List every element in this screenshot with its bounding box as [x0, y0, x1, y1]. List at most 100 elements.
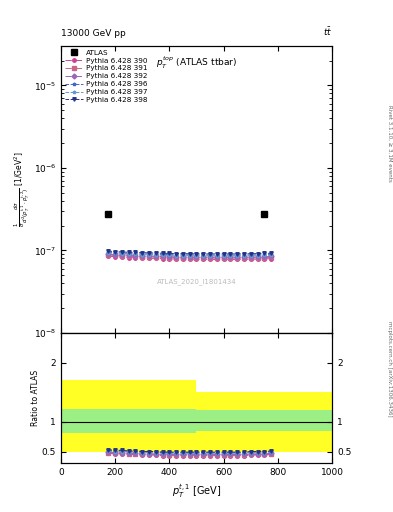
Pythia 6.428 396 — [255, 252, 260, 258]
Pythia 6.428 391 — [269, 254, 274, 261]
Pythia 6.428 398 — [262, 250, 266, 257]
Pythia 6.428 397 — [242, 253, 246, 259]
Y-axis label: $\frac{1}{\sigma}\frac{d\sigma}{d^2(p_T^{t,1}\cdot p_T^{t,2})}$ [1/GeV$^2$]: $\frac{1}{\sigma}\frac{d\sigma}{d^2(p_T^… — [13, 152, 32, 227]
Pythia 6.428 392 — [262, 253, 266, 260]
Pythia 6.428 396 — [181, 252, 185, 258]
Pythia 6.428 397 — [167, 252, 172, 259]
Pythia 6.428 390 — [221, 257, 226, 263]
Pythia 6.428 390 — [126, 254, 131, 261]
Pythia 6.428 392 — [133, 252, 138, 259]
Pythia 6.428 392 — [113, 251, 118, 258]
Pythia 6.428 392 — [167, 253, 172, 260]
Pythia 6.428 391 — [147, 254, 151, 260]
Pythia 6.428 392 — [221, 254, 226, 260]
Pythia 6.428 397 — [269, 252, 274, 259]
Pythia 6.428 396 — [119, 250, 124, 256]
Pythia 6.428 397 — [228, 253, 233, 259]
Pythia 6.428 390 — [106, 253, 111, 260]
Pythia 6.428 397 — [221, 253, 226, 259]
Pythia 6.428 398 — [153, 250, 158, 256]
Pythia 6.428 396 — [269, 251, 274, 258]
Pythia 6.428 392 — [215, 254, 219, 260]
Pythia 6.428 397 — [140, 251, 145, 258]
Pythia 6.428 397 — [133, 251, 138, 258]
Pythia 6.428 390 — [147, 255, 151, 261]
Pythia 6.428 392 — [248, 254, 253, 260]
Legend: ATLAS, Pythia 6.428 390, Pythia 6.428 391, Pythia 6.428 392, Pythia 6.428 396, P: ATLAS, Pythia 6.428 390, Pythia 6.428 39… — [63, 48, 149, 104]
Pythia 6.428 396 — [153, 251, 158, 258]
Pythia 6.428 390 — [160, 255, 165, 262]
Pythia 6.428 397 — [187, 253, 192, 259]
Pythia 6.428 398 — [242, 251, 246, 257]
Text: ATLAS_2020_I1801434: ATLAS_2020_I1801434 — [157, 278, 236, 285]
Pythia 6.428 390 — [113, 253, 118, 260]
Pythia 6.428 396 — [194, 252, 199, 258]
Pythia 6.428 391 — [201, 255, 206, 261]
Pythia 6.428 396 — [208, 252, 212, 258]
Pythia 6.428 397 — [181, 252, 185, 259]
Pythia 6.428 392 — [181, 254, 185, 260]
Pythia 6.428 397 — [255, 252, 260, 259]
Pythia 6.428 390 — [248, 256, 253, 262]
Pythia 6.428 396 — [228, 252, 233, 258]
Line: Pythia 6.428 396: Pythia 6.428 396 — [107, 250, 273, 257]
Text: 13000 GeV pp: 13000 GeV pp — [61, 29, 126, 38]
Pythia 6.428 397 — [119, 251, 124, 257]
Pythia 6.428 398 — [235, 251, 239, 257]
Pythia 6.428 398 — [126, 249, 131, 255]
Pythia 6.428 397 — [248, 253, 253, 259]
Pythia 6.428 397 — [201, 253, 206, 259]
Pythia 6.428 396 — [160, 251, 165, 258]
Pythia 6.428 398 — [215, 251, 219, 257]
Pythia 6.428 397 — [113, 250, 118, 257]
Pythia 6.428 391 — [208, 255, 212, 261]
Pythia 6.428 392 — [153, 253, 158, 260]
Pythia 6.428 392 — [194, 254, 199, 260]
Pythia 6.428 391 — [113, 252, 118, 259]
Line: Pythia 6.428 391: Pythia 6.428 391 — [107, 253, 273, 260]
Pythia 6.428 397 — [262, 252, 266, 259]
Pythia 6.428 397 — [215, 253, 219, 259]
Pythia 6.428 392 — [174, 254, 178, 260]
Pythia 6.428 391 — [126, 253, 131, 260]
Pythia 6.428 396 — [201, 252, 206, 258]
Pythia 6.428 398 — [160, 250, 165, 257]
Pythia 6.428 396 — [248, 252, 253, 258]
Pythia 6.428 391 — [167, 254, 172, 261]
Pythia 6.428 390 — [119, 254, 124, 260]
Pythia 6.428 397 — [235, 253, 239, 259]
Pythia 6.428 390 — [262, 256, 266, 262]
Pythia 6.428 390 — [235, 257, 239, 263]
Pythia 6.428 392 — [140, 253, 145, 259]
ATLAS — [262, 210, 266, 217]
Pythia 6.428 391 — [221, 255, 226, 261]
Text: $p_T^{top}$ (ATLAS ttbar): $p_T^{top}$ (ATLAS ttbar) — [156, 55, 237, 71]
Pythia 6.428 398 — [113, 248, 118, 254]
Pythia 6.428 398 — [221, 251, 226, 257]
Pythia 6.428 396 — [215, 252, 219, 258]
Text: Rivet 3.1.10, ≥ 3.1M events: Rivet 3.1.10, ≥ 3.1M events — [387, 105, 392, 182]
Pythia 6.428 391 — [228, 255, 233, 261]
Pythia 6.428 396 — [106, 249, 111, 255]
Pythia 6.428 391 — [187, 255, 192, 261]
Pythia 6.428 390 — [174, 256, 178, 262]
Pythia 6.428 397 — [153, 252, 158, 258]
Pythia 6.428 391 — [133, 253, 138, 260]
Pythia 6.428 398 — [147, 250, 151, 256]
ATLAS — [106, 210, 111, 217]
Pythia 6.428 391 — [153, 254, 158, 260]
Text: $t\bar{t}$: $t\bar{t}$ — [323, 26, 332, 38]
Pythia 6.428 396 — [235, 252, 239, 258]
Pythia 6.428 390 — [153, 255, 158, 262]
Pythia 6.428 392 — [235, 254, 239, 260]
Pythia 6.428 398 — [228, 251, 233, 257]
Pythia 6.428 398 — [194, 251, 199, 257]
Pythia 6.428 398 — [248, 251, 253, 257]
Pythia 6.428 391 — [106, 252, 111, 258]
Pythia 6.428 398 — [269, 250, 274, 257]
Pythia 6.428 392 — [119, 252, 124, 258]
Line: Pythia 6.428 392: Pythia 6.428 392 — [107, 252, 273, 259]
Pythia 6.428 390 — [194, 257, 199, 263]
Pythia 6.428 392 — [106, 251, 111, 258]
Pythia 6.428 397 — [174, 252, 178, 259]
